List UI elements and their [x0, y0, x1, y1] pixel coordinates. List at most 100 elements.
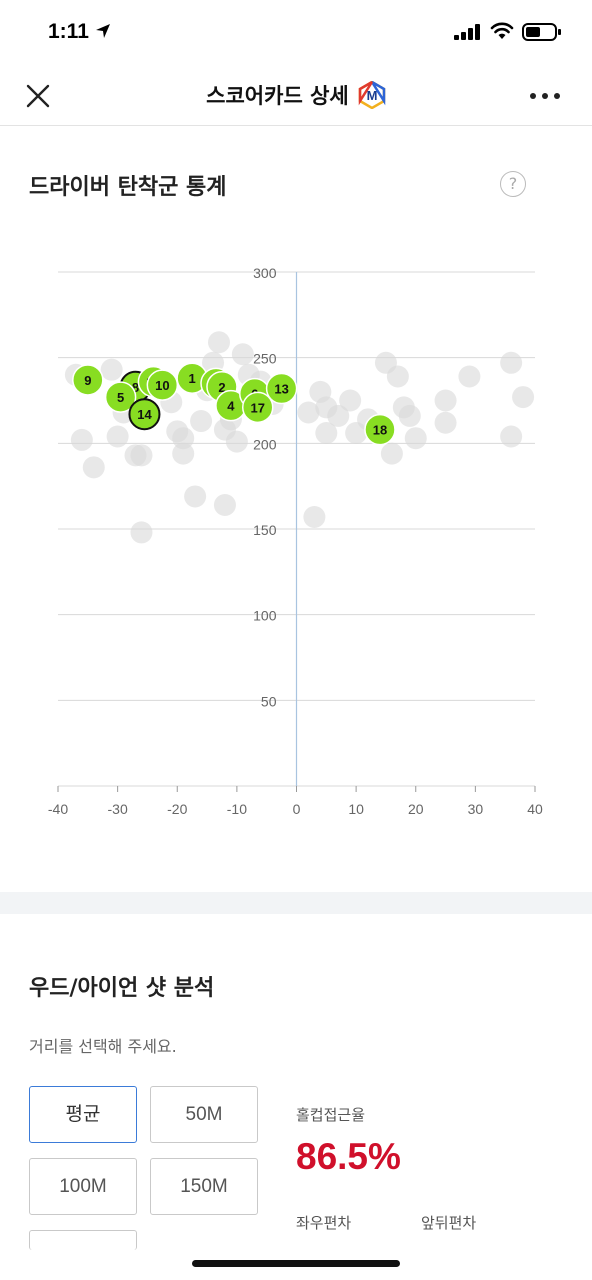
other-shot-point [386, 365, 409, 388]
other-shot-point [512, 386, 535, 409]
location-arrow-icon [96, 24, 110, 38]
shot-marker [72, 364, 104, 396]
shot-point-10[interactable]: 10 [146, 369, 179, 401]
shot-marker [128, 398, 161, 431]
distance-button-partial[interactable] [29, 1230, 137, 1250]
other-shot-point [339, 389, 362, 412]
other-shot-point [500, 425, 523, 448]
shot-label: 5 [117, 390, 124, 405]
other-shot-point [130, 444, 153, 467]
page-title: 스코어카드 상세 [206, 84, 349, 108]
nav-bar: 스코어카드 상세 M [0, 66, 592, 126]
other-shot-point [500, 351, 523, 374]
chart-axes: 50 100 150 200 250 300 -40 -30 -20 -10 0 10 20 30 40 [48, 265, 543, 817]
y-tick-label: 200 [253, 436, 277, 452]
left-right-deviation-label: 좌우편차 [296, 1214, 352, 1232]
other-shot-point [404, 427, 427, 450]
shot-marker [364, 413, 396, 446]
m-badge-letter: M [366, 88, 377, 103]
other-shot-point [213, 494, 236, 517]
wood-iron-section-title: 우드/아이언 샷 분석 [29, 976, 215, 1001]
wifi-icon [490, 22, 514, 39]
other-shot-point [458, 365, 481, 388]
shot-point-18[interactable]: 18 [364, 413, 396, 446]
other-shot-point [70, 428, 93, 451]
x-tick-label: -40 [48, 801, 68, 817]
shot-label: 4 [227, 399, 235, 414]
other-shot-point [184, 485, 207, 508]
x-tick-label: 0 [293, 801, 301, 817]
other-shot-point [398, 404, 421, 427]
other-shot-point [207, 331, 230, 354]
section-divider [0, 892, 592, 914]
close-icon[interactable] [24, 82, 52, 110]
other-shot-point [106, 425, 129, 448]
other-shot-point [315, 422, 338, 445]
shot-marker [146, 369, 179, 401]
shot-point-9[interactable]: 9 [72, 364, 104, 396]
m-badge-logo: M [358, 81, 386, 109]
x-tick-label: 10 [348, 801, 364, 817]
distance-button-100m[interactable]: 100M [29, 1158, 137, 1215]
shot-label: 9 [84, 373, 91, 388]
other-shots-layer [64, 331, 535, 544]
other-shot-point [172, 427, 195, 450]
hole-cup-value: 86.5% [296, 1136, 401, 1177]
y-tick-label: 250 [253, 351, 277, 367]
shot-point-17[interactable]: 17 [241, 391, 274, 424]
distance-hint: 거리를 선택해 주세요. [29, 1037, 177, 1056]
y-tick-label: 50 [261, 693, 277, 709]
shot-label: 10 [155, 378, 169, 393]
distance-button-150m[interactable]: 150M [150, 1158, 258, 1215]
other-shot-point [434, 411, 457, 434]
x-tick-label: 30 [468, 801, 484, 817]
shot-label: 18 [373, 423, 387, 438]
driver-scatter-chart: 50 100 150 200 250 300 -40 -30 -20 -10 0 10 20 30 40 9… [48, 265, 543, 817]
shot-point-5[interactable]: 5 [104, 381, 137, 413]
y-tick-label: 300 [253, 265, 277, 281]
y-tick-label: 150 [253, 522, 277, 538]
distance-button-50m[interactable]: 50M [150, 1086, 258, 1143]
other-shot-point [303, 506, 326, 529]
other-shot-point [225, 430, 248, 453]
other-shot-point [434, 389, 457, 412]
hole-cup-label: 홀컵접근율 [296, 1106, 366, 1124]
shot-label: 2 [218, 380, 225, 395]
other-shot-point [190, 410, 213, 433]
shot-label: 13 [274, 382, 288, 397]
other-shot-point [297, 401, 320, 424]
x-tick-label: -20 [167, 801, 187, 817]
other-shot-point [327, 404, 350, 427]
shot-label: 8 [132, 380, 139, 395]
distance-button-average[interactable]: 평균 [29, 1086, 137, 1143]
shot-point-13[interactable]: 13 [265, 372, 298, 405]
home-indicator [192, 1260, 400, 1267]
shot-marker [241, 391, 274, 424]
x-tick-label: 40 [527, 801, 543, 817]
nav-title-group: 스코어카드 상세 M [0, 80, 592, 110]
other-shot-point [130, 521, 153, 544]
cellular-signal-icon [454, 24, 480, 40]
shot-marker [265, 372, 298, 405]
other-shot-point [100, 358, 123, 381]
other-shot-point [380, 442, 403, 465]
y-tick-label: 100 [253, 608, 277, 624]
shot-label: 14 [137, 407, 152, 422]
driver-section-title: 드라이버 탄착군 통계 [29, 175, 227, 200]
x-tick-label: 20 [408, 801, 424, 817]
x-tick-label: -30 [108, 801, 128, 817]
other-shot-point [172, 442, 195, 465]
my-shots-layer: 985151014111246171318 [72, 362, 396, 446]
status-time: 1:11 [48, 20, 89, 43]
shot-marker [104, 381, 137, 413]
front-back-deviation-label: 앞뒤편차 [421, 1214, 477, 1232]
shot-point-14[interactable]: 14 [128, 398, 161, 431]
status-bar: 1:11 [0, 0, 592, 66]
help-icon[interactable]: ? [500, 171, 526, 197]
shot-label: 17 [251, 400, 265, 415]
other-shot-point [82, 456, 105, 479]
battery-icon [522, 23, 561, 41]
other-shot-point [231, 343, 254, 366]
shot-label: 1 [189, 371, 196, 386]
more-options-icon[interactable] [528, 84, 562, 108]
